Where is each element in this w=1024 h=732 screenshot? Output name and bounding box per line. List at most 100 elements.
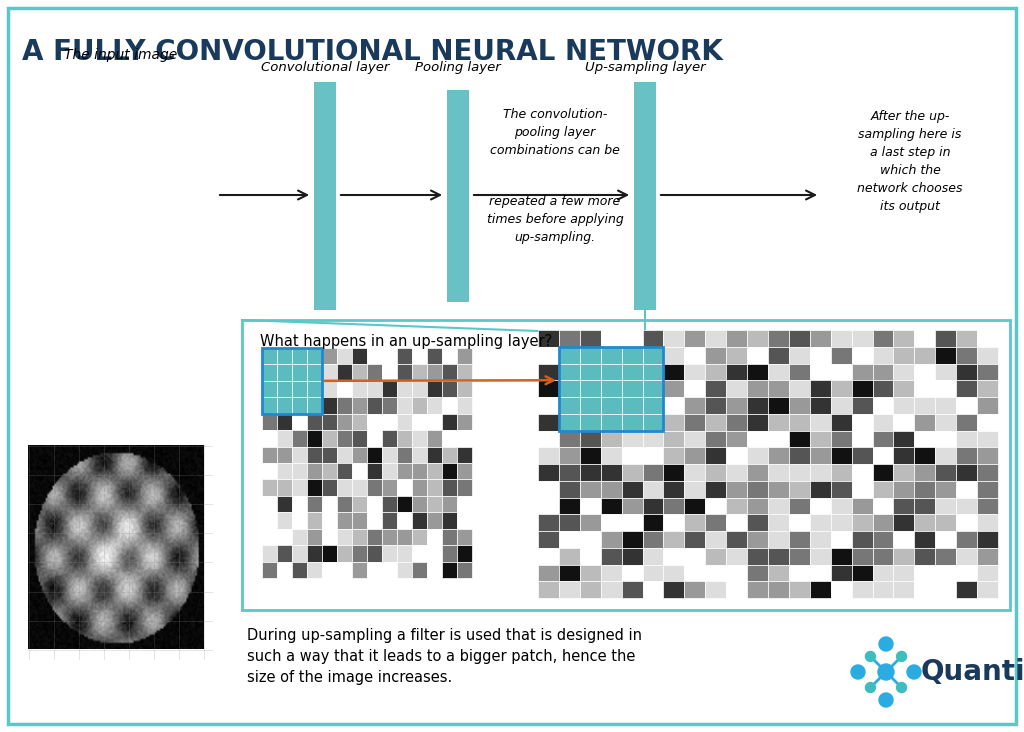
Bar bbox=[307, 512, 322, 529]
Bar bbox=[412, 430, 427, 447]
Bar bbox=[538, 531, 559, 548]
Bar bbox=[278, 348, 292, 365]
Bar bbox=[367, 561, 382, 578]
Bar bbox=[642, 397, 664, 414]
Bar bbox=[788, 481, 810, 498]
Bar bbox=[622, 515, 642, 531]
Bar bbox=[830, 414, 852, 430]
Bar bbox=[726, 397, 748, 414]
Bar bbox=[977, 447, 998, 464]
Bar bbox=[622, 548, 642, 564]
Bar bbox=[622, 430, 642, 447]
Bar bbox=[768, 498, 788, 515]
Text: The input image: The input image bbox=[63, 48, 177, 62]
Bar bbox=[894, 581, 914, 598]
Bar bbox=[684, 548, 706, 564]
Bar bbox=[935, 447, 956, 464]
Bar bbox=[956, 414, 977, 430]
Bar bbox=[748, 397, 768, 414]
Bar bbox=[748, 498, 768, 515]
Bar bbox=[748, 481, 768, 498]
Bar bbox=[977, 581, 998, 598]
Bar bbox=[442, 430, 457, 447]
Bar bbox=[810, 414, 830, 430]
Bar bbox=[278, 545, 292, 561]
Bar bbox=[642, 414, 664, 430]
Bar bbox=[457, 447, 472, 463]
Bar bbox=[956, 447, 977, 464]
Bar bbox=[427, 430, 442, 447]
Bar bbox=[601, 364, 622, 380]
Bar bbox=[352, 397, 367, 414]
Bar bbox=[852, 498, 872, 515]
Bar bbox=[894, 531, 914, 548]
Bar bbox=[337, 545, 352, 561]
Text: Up-sampling layer: Up-sampling layer bbox=[585, 61, 706, 74]
Bar bbox=[262, 561, 278, 578]
Bar bbox=[664, 464, 684, 481]
Bar bbox=[664, 330, 684, 347]
Circle shape bbox=[897, 651, 906, 662]
Bar bbox=[262, 529, 278, 545]
Bar bbox=[278, 512, 292, 529]
Bar bbox=[412, 512, 427, 529]
Bar bbox=[872, 347, 894, 364]
Bar bbox=[830, 447, 852, 464]
Bar bbox=[684, 531, 706, 548]
Bar bbox=[642, 430, 664, 447]
Bar bbox=[706, 581, 726, 598]
Bar bbox=[397, 447, 412, 463]
Bar bbox=[337, 479, 352, 496]
Bar bbox=[367, 512, 382, 529]
Bar bbox=[706, 564, 726, 581]
Bar bbox=[427, 381, 442, 397]
Bar bbox=[262, 545, 278, 561]
Bar bbox=[977, 397, 998, 414]
Bar bbox=[262, 430, 278, 447]
Bar bbox=[559, 397, 580, 414]
Bar bbox=[788, 347, 810, 364]
Bar bbox=[601, 515, 622, 531]
Bar bbox=[559, 498, 580, 515]
Bar bbox=[810, 581, 830, 598]
Bar bbox=[664, 515, 684, 531]
Bar bbox=[726, 515, 748, 531]
Bar bbox=[601, 347, 622, 364]
Bar bbox=[894, 430, 914, 447]
Bar bbox=[352, 545, 367, 561]
Bar bbox=[706, 397, 726, 414]
Bar bbox=[872, 581, 894, 598]
Bar bbox=[427, 561, 442, 578]
Bar bbox=[397, 561, 412, 578]
Bar bbox=[559, 364, 580, 380]
Bar bbox=[292, 430, 307, 447]
Bar bbox=[768, 397, 788, 414]
Bar bbox=[412, 381, 427, 397]
Bar bbox=[559, 548, 580, 564]
Bar bbox=[830, 380, 852, 397]
Bar bbox=[956, 364, 977, 380]
Bar bbox=[977, 330, 998, 347]
Bar bbox=[914, 364, 935, 380]
Bar bbox=[788, 380, 810, 397]
Bar bbox=[262, 397, 278, 414]
Bar bbox=[935, 498, 956, 515]
Bar bbox=[642, 581, 664, 598]
Bar bbox=[580, 515, 601, 531]
Bar bbox=[352, 365, 367, 381]
Bar bbox=[852, 380, 872, 397]
Bar bbox=[830, 430, 852, 447]
Bar bbox=[352, 561, 367, 578]
Bar bbox=[977, 430, 998, 447]
Bar bbox=[956, 498, 977, 515]
Bar bbox=[956, 464, 977, 481]
Bar bbox=[622, 347, 642, 364]
Bar bbox=[852, 397, 872, 414]
Bar bbox=[262, 479, 278, 496]
Bar bbox=[580, 531, 601, 548]
Bar bbox=[768, 347, 788, 364]
Bar bbox=[538, 564, 559, 581]
Bar bbox=[307, 447, 322, 463]
Bar bbox=[538, 430, 559, 447]
Bar bbox=[601, 581, 622, 598]
